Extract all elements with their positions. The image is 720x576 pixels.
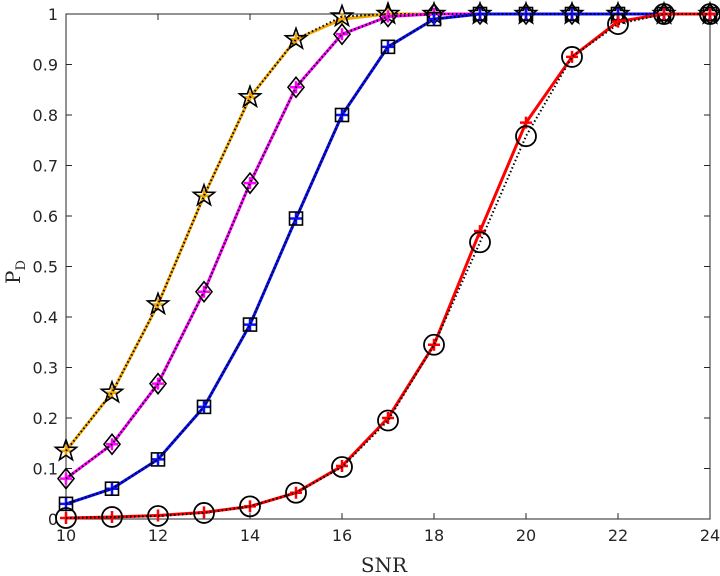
circle-marker xyxy=(377,409,399,432)
plus-marker xyxy=(428,338,440,351)
x-tick-label: 16 xyxy=(332,526,352,545)
plus-marker xyxy=(566,8,578,20)
plus-marker xyxy=(382,40,394,53)
x-tick-label: 18 xyxy=(424,526,444,545)
diamond-marker xyxy=(148,372,168,395)
square-marker xyxy=(564,6,580,22)
star-marker xyxy=(53,437,79,462)
dotted-line-square xyxy=(65,13,710,505)
series-square xyxy=(58,6,718,512)
circle-marker xyxy=(653,3,675,25)
circle-marker xyxy=(469,231,491,254)
dotted-line-diamond xyxy=(65,13,710,480)
plus-marker xyxy=(106,510,118,523)
circle-marker xyxy=(101,506,123,528)
y-tick-label: 0.2 xyxy=(33,409,58,428)
square-marker xyxy=(242,317,258,332)
diamond-marker xyxy=(194,280,214,304)
star-marker xyxy=(237,83,263,109)
star-marker xyxy=(145,291,171,316)
circle-marker xyxy=(193,502,215,524)
y-tick-label: 1 xyxy=(48,5,58,24)
plus-marker xyxy=(566,50,578,63)
y-axis-label: PD xyxy=(1,260,29,284)
diamond-marker xyxy=(286,75,306,99)
square-marker xyxy=(288,211,304,226)
circle-marker xyxy=(607,13,629,36)
square-marker xyxy=(472,6,488,22)
x-tick-label: 12 xyxy=(148,526,168,545)
star-marker xyxy=(329,3,355,28)
circle-marker xyxy=(285,481,307,504)
plus-marker xyxy=(474,8,486,20)
x-ticks: 10 12 14 16 18 20 22 24 xyxy=(56,14,720,545)
plus-marker xyxy=(658,8,670,20)
diamond-marker xyxy=(378,5,398,28)
diamond-marker xyxy=(102,432,122,456)
circle-marker xyxy=(515,125,537,148)
square-marker xyxy=(380,39,396,55)
y-tick-label: 0.6 xyxy=(33,207,58,226)
circle-marker xyxy=(423,333,445,356)
y-tick-label: 0.9 xyxy=(33,56,58,75)
plus-marker xyxy=(336,28,348,41)
star-marker xyxy=(283,25,309,50)
star-marker xyxy=(99,379,125,404)
plus-marker xyxy=(428,13,440,26)
square-marker xyxy=(104,481,120,497)
plus-marker xyxy=(290,212,302,225)
x-tick-label: 22 xyxy=(608,526,628,545)
diamond-marker xyxy=(470,2,490,26)
diamond-marker xyxy=(56,467,76,490)
y-ticks: 0 0.1 0.2 0.3 0.4 0.5 0.6 0.7 0.8 0.9 1 xyxy=(33,5,710,529)
y-tick-label: 0.8 xyxy=(33,106,58,125)
y-tick-label: 0.5 xyxy=(33,258,58,277)
plus-marker xyxy=(474,225,486,238)
y-tick-label: 0.4 xyxy=(33,308,58,327)
circle-marker xyxy=(561,46,583,68)
y-axis-label-sub: D xyxy=(14,260,29,270)
square-marker xyxy=(518,6,534,22)
x-tick-label: 14 xyxy=(240,526,260,545)
circle-marker xyxy=(239,495,261,518)
circle-marker xyxy=(331,456,353,478)
circle-marker xyxy=(699,3,720,25)
plus-marker xyxy=(244,177,256,190)
diamond-marker xyxy=(516,2,536,26)
square-marker xyxy=(58,496,74,512)
y-axis-label-main: P xyxy=(1,270,25,283)
y-tick-label: 0.3 xyxy=(33,359,58,378)
dotted-line-circle xyxy=(65,13,710,519)
dotted-line-star xyxy=(65,13,710,452)
y-tick-label: 0.1 xyxy=(33,460,58,479)
plus-marker xyxy=(336,459,348,472)
x-tick-label: 24 xyxy=(700,526,720,545)
diamond-marker xyxy=(562,2,582,26)
square-marker xyxy=(426,11,442,27)
plus-marker xyxy=(612,15,624,28)
x-tick-label: 20 xyxy=(516,526,536,545)
plus-marker xyxy=(198,506,210,519)
diamond-marker xyxy=(332,22,352,46)
y-tick-label: 0.7 xyxy=(33,157,58,176)
circle-marker xyxy=(147,505,169,527)
plus-marker xyxy=(244,318,256,331)
plus-marker xyxy=(382,412,394,424)
square-marker xyxy=(334,107,350,123)
plot-series xyxy=(53,0,720,529)
plus-marker xyxy=(152,453,164,466)
circle-marker xyxy=(55,507,77,529)
x-axis-label: SNR xyxy=(361,553,408,576)
square-marker xyxy=(150,452,166,467)
plus-marker xyxy=(336,109,348,121)
x-tick-label: 10 xyxy=(56,526,76,545)
diamond-marker xyxy=(240,171,260,195)
series-circle xyxy=(55,3,720,529)
y-tick-label: 0 xyxy=(48,510,58,529)
square-marker xyxy=(196,399,212,415)
star-marker xyxy=(191,182,217,207)
